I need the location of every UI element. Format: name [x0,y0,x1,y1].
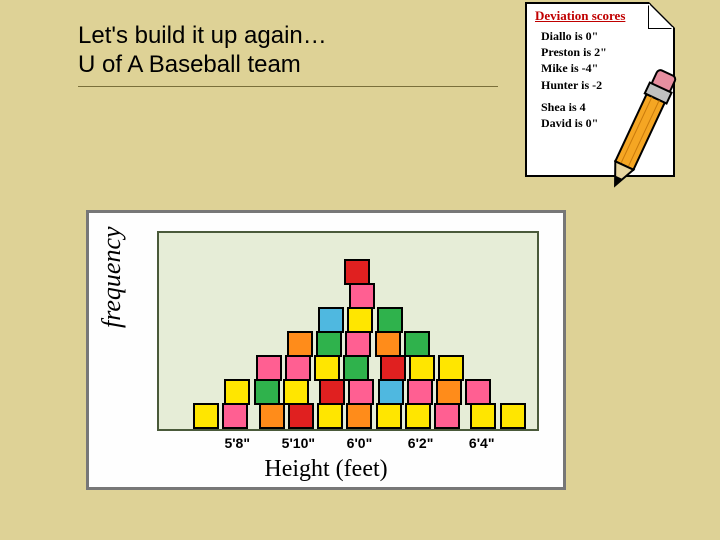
title-rule [78,86,498,87]
paper-fold-triangle [649,4,673,28]
histogram-square [380,355,406,381]
x-tick-label: 6'4" [469,435,495,451]
title-line-1: Let's build it up again… [78,22,478,51]
x-ticks: 5'8" 5'10" 6'0" 6'2" 6'4" [157,435,539,455]
histogram-square [224,379,250,405]
x-tick-label: 6'2" [408,435,434,451]
histogram-square [349,283,375,309]
deviation-entry: Hunter is -2 [541,77,607,93]
histogram-square [343,355,369,381]
deviation-entry: Shea is 4 [541,99,607,115]
title-line-2: U of A Baseball team [78,51,478,80]
deviation-title: Deviation scores [535,8,625,24]
histogram-square [317,403,343,429]
deviation-entry: Preston is 2" [541,44,607,60]
histogram-square [193,403,219,429]
histogram-square [375,331,401,357]
x-tick-label: 5'8" [224,435,250,451]
histogram-square [254,379,280,405]
x-tick-label: 5'10" [282,435,315,451]
histogram-square [377,307,403,333]
histogram-square [222,403,248,429]
histogram-square [256,355,282,381]
histogram-square [500,403,526,429]
histogram-square [345,331,371,357]
plot-area [157,231,539,431]
histogram-square [285,355,311,381]
histogram-square [436,379,462,405]
y-axis-label: frequency [97,226,127,328]
x-tick-label: 6'0" [347,435,373,451]
histogram-square [407,379,433,405]
histogram-square [319,379,345,405]
chart-frame: frequency 5'8" 5'10" 6'0" 6'2" 6'4" Height (… [86,210,566,490]
histogram-square [346,403,372,429]
deviation-entry: David is 0" [541,115,607,131]
deviation-list: Diallo is 0" Preston is 2" Mike is -4" H… [541,28,607,131]
histogram-square [314,355,340,381]
x-axis-label: Height (feet) [89,456,563,483]
histogram-square [378,379,404,405]
histogram-square [316,331,342,357]
histogram-stacks [159,233,537,429]
histogram-square [409,355,435,381]
histogram-square [344,259,370,285]
histogram-square [318,307,344,333]
histogram-square [348,379,374,405]
histogram-square [465,379,491,405]
histogram-square [438,355,464,381]
pencil-icon [600,57,680,207]
histogram-square [404,331,430,357]
histogram-square [259,403,285,429]
deviation-entry: Diallo is 0" [541,28,607,44]
histogram-square [347,307,373,333]
histogram-square [405,403,431,429]
histogram-square [283,379,309,405]
deviation-notepad: Deviation scores Diallo is 0" Preston is… [525,2,690,202]
histogram-square [288,403,314,429]
deviation-entry: Mike is -4" [541,60,607,76]
histogram-square [287,331,313,357]
title-block: Let's build it up again… U of A Baseball… [78,22,478,95]
histogram-square [470,403,496,429]
histogram-square [434,403,460,429]
histogram-square [376,403,402,429]
